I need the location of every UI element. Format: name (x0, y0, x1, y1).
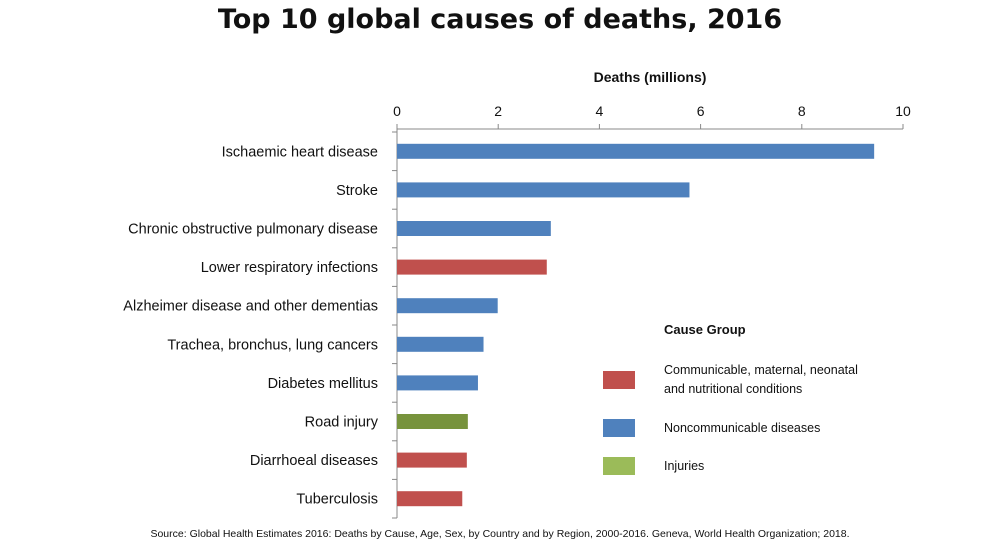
bar (397, 259, 547, 275)
x-tick-label: 10 (895, 103, 911, 119)
category-label: Ischaemic heart disease (222, 144, 378, 160)
legend-label: Injuries (664, 459, 704, 473)
legend-swatch (603, 457, 635, 475)
source-note: Source: Global Health Estimates 2016: De… (150, 528, 850, 540)
bar (397, 414, 468, 429)
bar (397, 452, 467, 468)
bar (397, 143, 875, 159)
bar (397, 375, 478, 391)
x-tick-label: 2 (494, 103, 502, 119)
bar (397, 336, 484, 352)
x-tick-label: 0 (393, 103, 401, 119)
legend-label: Communicable, maternal, neonatal (664, 363, 858, 377)
category-label: Diarrhoeal diseases (250, 453, 378, 469)
category-label: Road injury (305, 415, 379, 431)
x-tick-label: 8 (798, 103, 806, 119)
category-label: Diabetes mellitus (268, 376, 378, 392)
x-tick-label: 4 (596, 103, 604, 119)
bar (397, 298, 498, 314)
category-label: Alzheimer disease and other dementias (123, 299, 378, 315)
category-label: Stroke (336, 183, 378, 199)
chart-title: Top 10 global causes of deaths, 2016 (217, 4, 783, 35)
category-label: Tuberculosis (296, 492, 378, 508)
bar (397, 221, 551, 236)
category-label: Lower respiratory infections (201, 260, 378, 276)
legend-title: Cause Group (664, 322, 746, 337)
legend-label: and nutritional conditions (664, 382, 802, 396)
bar (397, 491, 463, 507)
legend-label: Noncommunicable diseases (664, 421, 820, 435)
bar (397, 182, 690, 198)
x-tick-label: 6 (697, 103, 705, 119)
category-label: Chronic obstructive pulmonary disease (128, 222, 378, 238)
legend-swatch (603, 419, 635, 437)
category-label: Trachea, bronchus, lung cancers (167, 337, 378, 353)
x-axis-label: Deaths (millions) (594, 69, 707, 85)
legend-swatch (603, 371, 635, 389)
